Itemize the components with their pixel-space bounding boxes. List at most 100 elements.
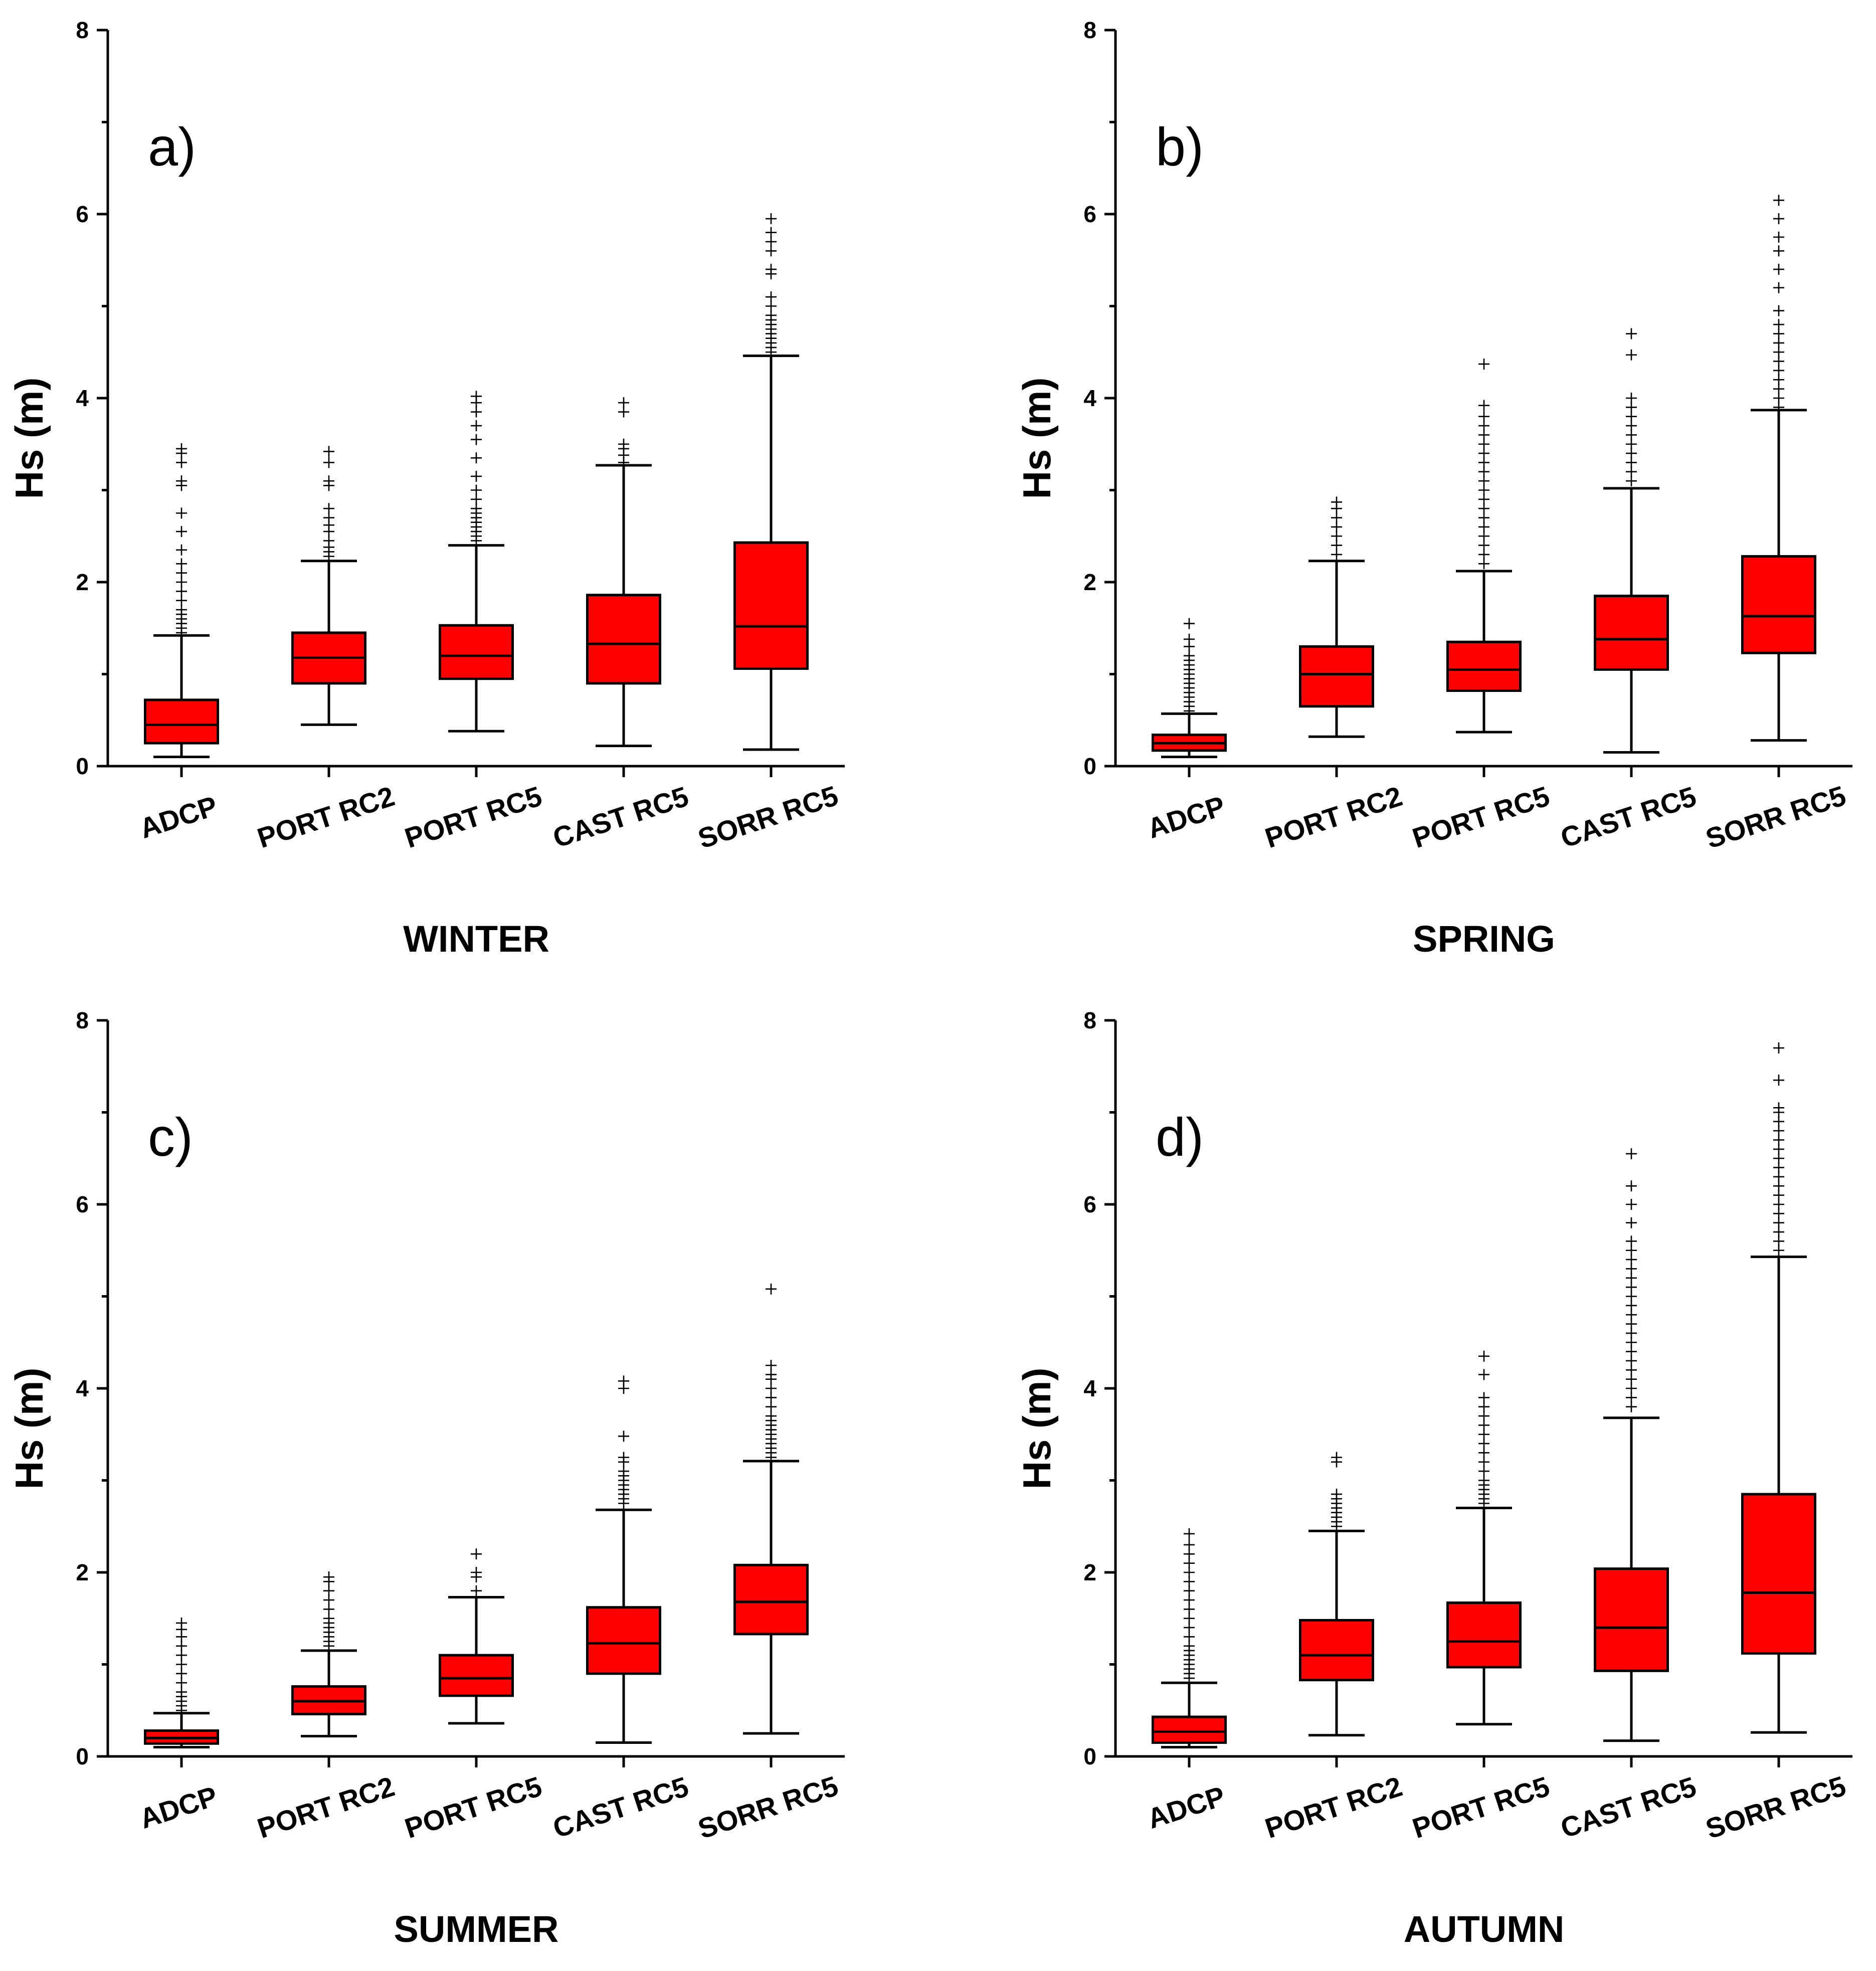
- box-port-rc5: [439, 1548, 514, 1725]
- outlier-marker: [1773, 305, 1784, 316]
- outlier-marker: [1478, 457, 1489, 468]
- outlier-marker: [1478, 512, 1489, 523]
- outlier-marker: [1331, 549, 1342, 560]
- outlier-marker: [766, 1410, 777, 1422]
- iqr-box: [733, 541, 809, 670]
- outlier-marker: [323, 512, 334, 523]
- outlier-marker: [766, 291, 777, 303]
- outlier-marker: [1626, 1291, 1637, 1302]
- outlier-marker: [1773, 1042, 1784, 1054]
- outlier-marker: [1626, 1346, 1637, 1357]
- outlier-marker: [1773, 1134, 1784, 1146]
- iqr-box: [439, 624, 514, 680]
- outlier-marker: [766, 1383, 777, 1394]
- outlier-marker: [471, 493, 482, 505]
- outlier-marker: [1626, 1263, 1637, 1275]
- y-tick-label: 6: [1083, 1191, 1096, 1217]
- outlier-marker: [766, 309, 777, 321]
- outlier-marker: [766, 264, 777, 275]
- outlier-marker: [1478, 540, 1489, 551]
- outlier-marker: [471, 484, 482, 496]
- y-tick-label: 2: [1083, 569, 1096, 595]
- outlier-marker: [1184, 1539, 1195, 1550]
- outlier-marker: [1773, 337, 1784, 348]
- box-cast-rc5: [1594, 1148, 1669, 1742]
- box-port-rc2: [291, 1571, 366, 1738]
- outlier-marker: [618, 1430, 629, 1442]
- y-tick-label: 6: [76, 201, 89, 227]
- outlier-marker: [1626, 1272, 1637, 1284]
- y-tick-label: 4: [76, 1375, 89, 1401]
- outlier-marker: [1478, 1401, 1489, 1412]
- outlier-marker: [1773, 393, 1784, 404]
- outlier-marker: [1626, 1309, 1637, 1321]
- iqr-box: [586, 594, 661, 685]
- outlier-marker: [1331, 1489, 1342, 1500]
- outlier-marker: [1773, 264, 1784, 275]
- y-tick-label: 4: [1083, 1375, 1096, 1401]
- outlier-marker: [618, 406, 629, 418]
- outlier-marker: [1478, 1466, 1489, 1477]
- outlier-marker: [323, 457, 334, 468]
- outlier-marker: [1773, 1208, 1784, 1219]
- outlier-marker: [471, 391, 482, 402]
- y-tick-label: 8: [1083, 17, 1096, 43]
- box-sorr-rc5: [733, 1283, 809, 1735]
- outlier-marker: [1184, 1528, 1195, 1539]
- outlier-marker: [1331, 521, 1342, 532]
- box-sorr-rc5: [733, 213, 809, 751]
- outlier-marker: [766, 227, 777, 238]
- outlier-marker: [1626, 1148, 1637, 1160]
- outlier-marker: [1478, 493, 1489, 505]
- y-tick-label: 2: [1083, 1559, 1096, 1585]
- outlier-marker: [766, 1369, 777, 1380]
- outlier-marker: [471, 1585, 482, 1596]
- outlier-marker: [1184, 1585, 1195, 1596]
- outlier-marker: [1773, 1226, 1784, 1238]
- season-title: SPRING: [1413, 918, 1555, 960]
- outlier-marker: [1478, 1410, 1489, 1422]
- outlier-marker: [1773, 1162, 1784, 1173]
- outlier-marker: [1478, 1350, 1489, 1362]
- outlier-marker: [323, 535, 334, 547]
- y-axis-label: Hs (m): [1015, 1368, 1059, 1490]
- y-axis-label: Hs (m): [7, 1368, 51, 1490]
- box-adcp: [144, 443, 219, 759]
- box-port-rc5: [1446, 359, 1522, 734]
- box-cast-rc5: [1594, 328, 1669, 754]
- iqr-box: [1299, 645, 1374, 708]
- outlier-marker: [618, 1452, 629, 1463]
- outlier-marker: [1626, 1392, 1637, 1403]
- outlier-marker: [471, 1548, 482, 1560]
- y-tick-label: 4: [1083, 385, 1096, 411]
- season-title: WINTER: [403, 918, 549, 960]
- outlier-marker: [1626, 411, 1637, 422]
- outlier-marker: [1773, 328, 1784, 339]
- outlier-marker: [323, 1594, 334, 1606]
- outlier-marker: [176, 1668, 187, 1679]
- outlier-marker: [1478, 448, 1489, 459]
- outlier-marker: [1773, 245, 1784, 257]
- outlier-marker: [618, 1466, 629, 1477]
- outlier-marker: [1773, 365, 1784, 376]
- iqr-box: [439, 1654, 514, 1697]
- outlier-marker: [766, 1401, 777, 1412]
- outlier-marker: [618, 438, 629, 450]
- box-cast-rc5: [586, 1375, 661, 1744]
- outlier-marker: [176, 443, 187, 454]
- outlier-marker: [1626, 1300, 1637, 1311]
- outlier-marker: [1478, 1428, 1489, 1440]
- outlier-marker: [766, 1283, 777, 1295]
- outlier-marker: [323, 1585, 334, 1596]
- box-port-rc2: [1299, 1452, 1374, 1737]
- outlier-marker: [1478, 438, 1489, 450]
- box-sorr-rc5: [1741, 1042, 1816, 1734]
- outlier-marker: [1184, 1557, 1195, 1569]
- y-axis-label: Hs (m): [1015, 378, 1059, 499]
- iqr-box: [1594, 595, 1669, 671]
- outlier-marker: [1626, 429, 1637, 441]
- outlier-marker: [1626, 1401, 1637, 1412]
- outlier-marker: [1184, 618, 1195, 629]
